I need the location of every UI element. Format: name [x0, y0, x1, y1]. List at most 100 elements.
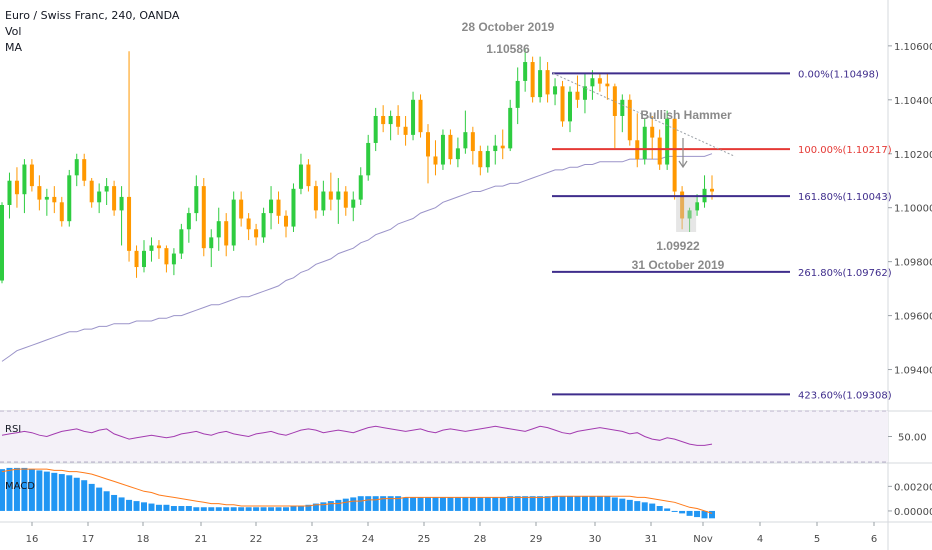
macd-histogram-bar: [335, 499, 342, 511]
candle-body: [575, 91, 580, 100]
macd-histogram-bar: [649, 503, 656, 511]
candle-body: [231, 199, 236, 246]
symbol-title[interactable]: Euro / Swiss Franc, 240, OANDA: [5, 9, 180, 22]
x-tick-label: 30: [589, 534, 602, 545]
macd-histogram-bar: [499, 497, 506, 511]
candle-body: [59, 202, 64, 222]
candle-body: [321, 191, 326, 211]
macd-histogram-bar: [611, 497, 618, 511]
candle-body: [164, 248, 169, 265]
macd-histogram-bar: [96, 487, 103, 511]
macd-histogram-bar: [537, 496, 544, 511]
x-tick-label: Nov: [693, 534, 713, 545]
macd-tick-label: 0.00200: [894, 482, 932, 493]
candle-body: [7, 180, 12, 205]
macd-histogram-bar: [66, 475, 73, 511]
candle-body: [612, 86, 617, 116]
macd-histogram-bar: [626, 499, 633, 511]
candle-body: [149, 245, 154, 251]
y-tick-label: 1.10600: [894, 42, 932, 53]
candle-body: [74, 159, 79, 176]
macd-histogram-bar: [342, 498, 349, 511]
macd-histogram-bar: [709, 510, 715, 519]
macd-histogram-bar: [0, 469, 5, 511]
macd-histogram-bar: [492, 497, 499, 511]
macd-histogram-bar: [111, 494, 118, 511]
candle-body: [82, 159, 87, 181]
macd-histogram-bar: [178, 506, 185, 511]
macd-histogram-bar: [223, 507, 230, 511]
macd-histogram-bar: [395, 496, 402, 511]
candle-body: [455, 148, 460, 160]
candle-body: [89, 180, 94, 203]
macd-histogram-bar: [522, 496, 529, 511]
x-tick-label: 18: [137, 534, 150, 545]
y-tick-label: 1.09400: [894, 366, 932, 377]
macd-histogram-bar: [312, 503, 319, 511]
candle-body: [276, 199, 281, 216]
macd-histogram-bar: [13, 467, 20, 511]
candle-body: [224, 221, 229, 246]
candle-body: [156, 245, 161, 249]
macd-histogram-bar: [28, 469, 35, 511]
candle-body: [381, 115, 386, 125]
macd-histogram-bar: [417, 497, 424, 511]
macd-histogram-bar: [238, 507, 245, 511]
candle-body: [396, 115, 401, 127]
macd-histogram-bar: [365, 496, 372, 511]
candle-body: [695, 202, 700, 211]
low-price-annotation: 1.09922: [656, 239, 700, 253]
candle-body: [67, 175, 72, 222]
high-date-annotation: 28 October 2019: [462, 20, 555, 34]
high-price-annotation: 1.10586: [486, 42, 530, 56]
macd-histogram-bar: [432, 497, 439, 511]
macd-histogram-bar: [126, 499, 133, 511]
macd-histogram-bar: [320, 502, 327, 511]
macd-histogram-bar: [574, 496, 581, 511]
macd-histogram-bar: [447, 497, 454, 511]
candle-body: [134, 250, 139, 268]
macd-histogram-bar: [297, 506, 304, 511]
candle-body: [239, 199, 244, 219]
x-tick-label: 28: [474, 534, 487, 545]
macd-histogram-bar: [6, 467, 13, 511]
candle-body: [284, 215, 288, 227]
macd-histogram-bar: [552, 496, 559, 511]
volume-legend-label[interactable]: Vol: [5, 25, 22, 38]
candle-body: [538, 70, 543, 98]
x-tick-label: 31: [645, 534, 658, 545]
macd-histogram-bar: [200, 507, 207, 511]
candle-body: [306, 164, 311, 187]
candle-body: [37, 186, 42, 200]
fib-level-label: 423.60%(1.09308): [798, 390, 892, 401]
candle-body: [710, 188, 714, 192]
candle-body: [388, 115, 393, 125]
macd-histogram-bar: [193, 507, 200, 511]
macd-histogram-bar: [581, 496, 588, 511]
fib-level-label: 161.80%(1.10043): [798, 192, 892, 203]
candle-body: [142, 250, 146, 268]
macd-histogram-bar: [671, 510, 678, 512]
ma-legend-label[interactable]: MA: [5, 41, 23, 54]
candle-body: [209, 237, 214, 249]
candle-body: [665, 118, 670, 165]
y-tick-label: 1.10000: [894, 204, 932, 215]
candle-body: [605, 83, 610, 87]
x-tick-label: 17: [82, 534, 95, 545]
macd-histogram-bar: [118, 497, 125, 511]
macd-histogram-bar: [514, 496, 521, 511]
candle-body: [568, 91, 572, 122]
macd-histogram-bar: [596, 496, 603, 511]
y-tick-label: 1.10400: [894, 96, 932, 107]
candle-body: [179, 229, 184, 254]
candle-body: [358, 175, 363, 200]
x-tick-label: 23: [306, 534, 319, 545]
rsi-pane-label[interactable]: RSI: [5, 424, 22, 435]
y-tick-label: 1.09800: [894, 258, 932, 269]
y-tick-label: 1.10200: [894, 150, 932, 161]
macd-histogram-bar: [260, 507, 267, 511]
candle-body: [373, 115, 378, 143]
macd-histogram-bar: [664, 508, 671, 511]
macd-pane-label[interactable]: MACD: [5, 481, 35, 492]
